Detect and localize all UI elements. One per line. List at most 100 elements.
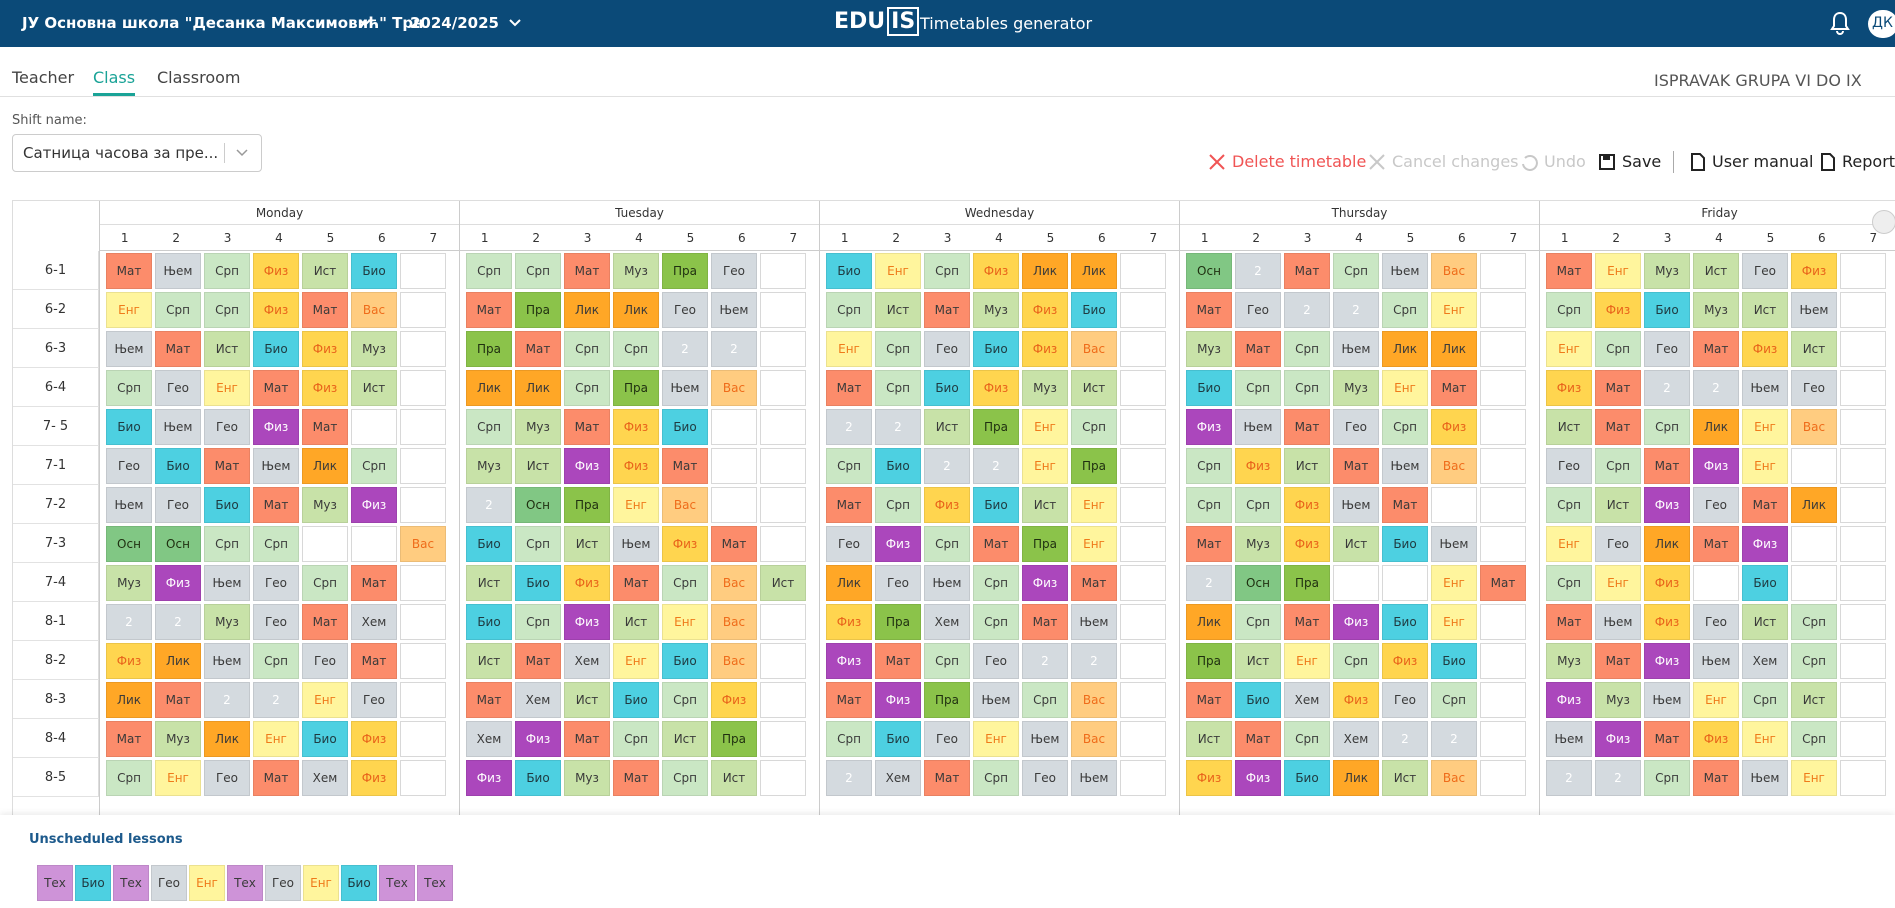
lesson[interactable]: Срп	[1235, 370, 1281, 406]
lesson[interactable]: Гео	[1742, 253, 1788, 289]
lesson[interactable]: Ист	[1333, 526, 1379, 562]
lesson[interactable]: Гео	[1022, 760, 1068, 796]
lesson[interactable]: Мат	[1693, 331, 1739, 367]
lesson[interactable]: 2	[662, 331, 708, 367]
lesson[interactable]: Вас	[662, 487, 708, 523]
empty-slot[interactable]	[400, 292, 446, 328]
lesson[interactable]: Енг	[1431, 604, 1477, 640]
lesson[interactable]: Срп	[1333, 643, 1379, 679]
lesson[interactable]: Срп	[924, 643, 970, 679]
lesson[interactable]: Њем	[155, 409, 201, 445]
empty-slot[interactable]	[1120, 370, 1166, 406]
lesson[interactable]: Енг	[1546, 526, 1592, 562]
lesson[interactable]: Мат	[302, 292, 348, 328]
lesson[interactable]: Мат	[924, 760, 970, 796]
lesson[interactable]: Гео	[924, 721, 970, 757]
lesson[interactable]: Срп	[1071, 409, 1117, 445]
lesson[interactable]: Физ	[613, 409, 659, 445]
lesson[interactable]: 2	[1186, 565, 1232, 601]
cancel-button[interactable]: Cancel changes	[1368, 152, 1519, 171]
lesson[interactable]: 2	[973, 448, 1019, 484]
empty-slot[interactable]	[1120, 331, 1166, 367]
lesson[interactable]: Мат	[564, 409, 610, 445]
lesson[interactable]: Мат	[106, 721, 152, 757]
lesson[interactable]: Срп	[155, 292, 201, 328]
empty-slot[interactable]	[351, 526, 397, 562]
lesson[interactable]: Ист	[204, 331, 250, 367]
empty-slot[interactable]	[760, 448, 806, 484]
lesson[interactable]: Лик	[106, 682, 152, 718]
lesson[interactable]: Мат	[1333, 448, 1379, 484]
lesson[interactable]: Срп	[466, 409, 512, 445]
lesson[interactable]: Срп	[1644, 409, 1690, 445]
lesson[interactable]: Ист	[875, 292, 921, 328]
lesson[interactable]: Енг	[302, 682, 348, 718]
lesson[interactable]: Физ	[106, 643, 152, 679]
lesson[interactable]: Њем	[204, 643, 250, 679]
lesson[interactable]: Ист	[351, 370, 397, 406]
lesson[interactable]: 2	[1071, 643, 1117, 679]
lesson[interactable]: Срп	[1546, 565, 1592, 601]
lesson[interactable]: Вас	[711, 370, 757, 406]
empty-slot[interactable]	[1840, 682, 1886, 718]
lesson[interactable]: Мат	[711, 526, 757, 562]
lesson[interactable]: Физ	[1644, 487, 1690, 523]
lesson[interactable]: Мат	[1546, 604, 1592, 640]
chevron[interactable]	[358, 16, 372, 30]
lesson[interactable]: Физ	[662, 526, 708, 562]
lesson[interactable]: Муз	[204, 604, 250, 640]
lesson[interactable]: Физ	[1284, 487, 1330, 523]
lesson[interactable]: Физ	[1644, 565, 1690, 601]
lesson[interactable]: Физ	[1333, 604, 1379, 640]
empty-slot[interactable]	[1120, 565, 1166, 601]
lesson[interactable]: Енг	[973, 721, 1019, 757]
lesson[interactable]: Физ	[253, 292, 299, 328]
lesson[interactable]: Енг	[1071, 526, 1117, 562]
lesson[interactable]: Ист	[1186, 721, 1232, 757]
lesson[interactable]: Био	[253, 331, 299, 367]
empty-slot[interactable]	[711, 409, 757, 445]
lesson[interactable]: Лик	[1382, 331, 1428, 367]
empty-slot[interactable]	[1480, 643, 1526, 679]
lesson[interactable]: Ист	[466, 565, 512, 601]
empty-slot[interactable]	[760, 526, 806, 562]
lesson[interactable]: 2	[1022, 643, 1068, 679]
lesson[interactable]: Гео	[1644, 331, 1690, 367]
avatar[interactable]: ДК	[1868, 10, 1895, 38]
empty-slot[interactable]	[1840, 448, 1886, 484]
lesson[interactable]: Мат	[1546, 253, 1592, 289]
lesson[interactable]: Срп	[1186, 487, 1232, 523]
lesson[interactable]: Њем	[253, 448, 299, 484]
lesson[interactable]: Хем	[351, 604, 397, 640]
lesson[interactable]: Био	[973, 487, 1019, 523]
lesson[interactable]: Лик	[204, 721, 250, 757]
lesson[interactable]: Ист	[1022, 487, 1068, 523]
unscheduled-lesson[interactable]: Енг	[189, 865, 225, 901]
lesson[interactable]: Срп	[973, 604, 1019, 640]
empty-slot[interactable]	[351, 409, 397, 445]
lesson[interactable]: Гео	[1235, 292, 1281, 328]
lesson[interactable]: Ист	[1791, 682, 1837, 718]
lesson[interactable]: Енг	[1595, 565, 1641, 601]
lesson[interactable]: Пра	[466, 331, 512, 367]
lesson[interactable]: Срп	[1333, 253, 1379, 289]
lesson[interactable]: Пра	[973, 409, 1019, 445]
lesson[interactable]: Њем	[1382, 253, 1428, 289]
lesson[interactable]: Хем	[515, 682, 561, 718]
lesson[interactable]: 2	[1595, 760, 1641, 796]
lesson[interactable]: Срп	[1742, 682, 1788, 718]
lesson[interactable]: Физ	[875, 526, 921, 562]
empty-slot[interactable]	[1120, 487, 1166, 523]
lesson[interactable]: Ист	[515, 448, 561, 484]
lesson[interactable]: Њем	[1693, 643, 1739, 679]
lesson[interactable]: 2	[155, 604, 201, 640]
lesson[interactable]: Физ	[253, 253, 299, 289]
lesson[interactable]: Срп	[204, 292, 250, 328]
lesson[interactable]: Гео	[204, 760, 250, 796]
lesson[interactable]: Вас	[711, 604, 757, 640]
lesson[interactable]: Гео	[1791, 370, 1837, 406]
empty-slot[interactable]	[760, 253, 806, 289]
lesson[interactable]: 2	[1693, 370, 1739, 406]
lesson[interactable]: Срп	[1382, 292, 1428, 328]
unscheduled-lesson[interactable]: Тех	[37, 865, 73, 901]
